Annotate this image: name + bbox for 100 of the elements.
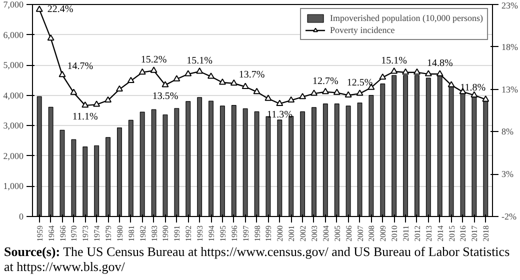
y-tick-label: 1,000 xyxy=(3,181,24,192)
point xyxy=(379,73,386,80)
x-tick-label: 2016 xyxy=(458,226,468,242)
point xyxy=(116,85,123,92)
x-tick-label: 1997 xyxy=(241,226,250,242)
x-tick-label: 2014 xyxy=(436,226,445,242)
data-label: 15.1% xyxy=(186,55,212,66)
x-tick-label: 2005 xyxy=(332,226,342,242)
x-tick-label: 1983 xyxy=(150,226,159,242)
point xyxy=(104,96,112,103)
x-tick-label: 2007 xyxy=(356,226,365,242)
y-tick-label: 2,000 xyxy=(3,150,24,161)
x-tick-label: 1974 xyxy=(92,226,102,242)
point xyxy=(402,68,410,75)
x-tick-label: 1994 xyxy=(207,226,216,242)
x-tick-label: 1991 xyxy=(172,226,182,242)
y2-tick-label: 23% xyxy=(502,0,518,10)
point xyxy=(36,6,43,12)
x-tick-label: 2003 xyxy=(310,226,319,242)
x-tick-label: 2006 xyxy=(344,226,354,242)
x-tick-label: 1966 xyxy=(58,226,68,242)
point xyxy=(184,70,192,76)
point xyxy=(70,88,78,95)
point xyxy=(196,68,204,74)
point xyxy=(93,100,100,107)
x-tick-label: 1973 xyxy=(81,226,90,242)
x-tick-label: 1982 xyxy=(138,226,148,242)
point xyxy=(242,82,249,89)
x-tick-label: 1959 xyxy=(35,226,44,242)
x-tick-label: 1996 xyxy=(230,226,239,242)
data-label: 13.5% xyxy=(152,91,178,102)
data-label: 15.2% xyxy=(140,54,167,66)
x-tick-label: 1998 xyxy=(252,226,262,242)
point xyxy=(162,81,169,88)
x-tick-label: 1981 xyxy=(126,226,136,242)
legend-label: Impoverished population (10,000 persons) xyxy=(330,13,483,23)
point xyxy=(424,70,432,76)
y2-tick-label: 13% xyxy=(502,84,518,94)
y-tick-label: 7,000 xyxy=(3,0,24,10)
point xyxy=(150,66,158,73)
x-tick-label: 1990 xyxy=(161,226,170,242)
y-tick-label: 4,000 xyxy=(3,90,24,100)
data-label: 14.8% xyxy=(426,58,453,70)
data-label: 11.3% xyxy=(266,110,292,121)
x-tick-label: 1980 xyxy=(115,226,124,242)
data-label: 12.7% xyxy=(312,76,338,87)
point xyxy=(230,79,238,86)
x-tick-label: 2013 xyxy=(424,226,434,242)
x-tick-label: 2000 xyxy=(276,226,285,242)
x-tick-label: 1964 xyxy=(46,226,56,242)
point xyxy=(253,88,260,94)
point xyxy=(208,72,215,79)
x-tick-label: 1993 xyxy=(196,226,205,242)
x-tick-label: 2017 xyxy=(470,226,480,242)
point xyxy=(356,90,364,96)
point xyxy=(299,92,306,100)
y2-tick-label: 18% xyxy=(502,42,518,52)
x-tick-label: 1979 xyxy=(104,226,114,242)
point xyxy=(127,76,134,84)
point xyxy=(82,101,89,108)
x-tick-label: 1992 xyxy=(184,226,194,242)
data-label: 11.8% xyxy=(460,82,486,94)
y-tick-label: 0 xyxy=(19,212,24,222)
point xyxy=(413,68,420,75)
y-tick-label: 3,000 xyxy=(3,120,24,131)
point xyxy=(470,91,478,98)
x-tick-label: 2002 xyxy=(298,226,308,242)
point xyxy=(58,70,66,78)
point xyxy=(333,88,340,95)
x-tick-label: 2018 xyxy=(482,226,491,242)
point xyxy=(218,78,226,85)
legend-label: Poverty incidence xyxy=(330,25,395,35)
data-label: 22.4% xyxy=(47,4,74,16)
data-label: 13.7% xyxy=(238,69,265,80)
x-tick-label: 2001 xyxy=(287,226,296,242)
data-label: 14.7% xyxy=(67,60,94,72)
point xyxy=(288,96,295,103)
point xyxy=(310,90,318,96)
x-tick-label: 2015 xyxy=(447,226,456,242)
data-label: 11.1% xyxy=(72,111,98,122)
x-tick-label: 2004 xyxy=(321,226,330,242)
point xyxy=(390,68,398,74)
source-note: Source(s): The US Census Bureau at https://www.census.gov/ and US Bureau of Labor Statistics at https://www.bls.gov/ xyxy=(4,244,511,274)
point xyxy=(344,91,352,98)
point xyxy=(264,94,272,101)
point xyxy=(482,96,490,102)
y-tick-label: 6,000 xyxy=(3,30,24,40)
x-tick-label: 2012 xyxy=(412,226,422,242)
y2-tick-label: 8% xyxy=(502,126,514,137)
y-tick-label: 5,000 xyxy=(3,60,24,70)
x-tick-label: 1970 xyxy=(70,226,79,242)
y2-tick-label: 3% xyxy=(502,169,514,180)
x-tick-label: 2011 xyxy=(402,226,411,242)
x-tick-label: 1995 xyxy=(218,226,228,242)
point xyxy=(322,88,329,94)
point xyxy=(276,100,284,106)
y2-tick-label: -2% xyxy=(502,212,517,222)
point xyxy=(448,81,455,88)
point xyxy=(173,75,180,82)
data-label: 12.5% xyxy=(346,78,373,89)
